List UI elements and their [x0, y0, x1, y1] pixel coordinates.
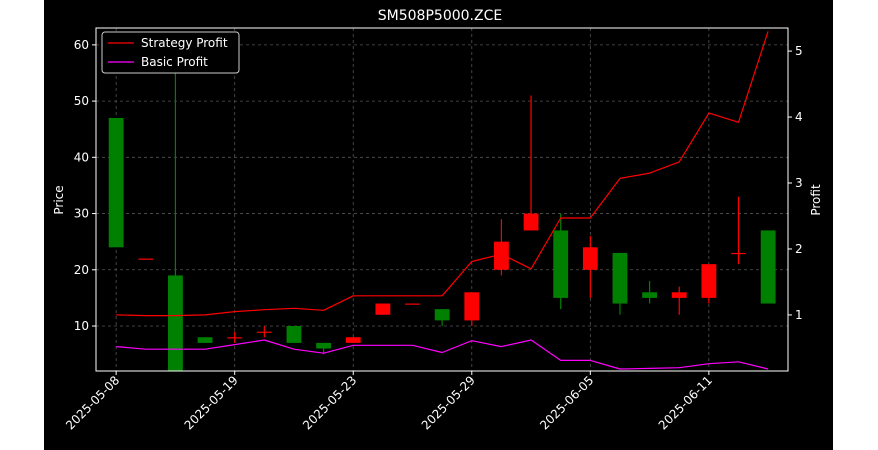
- candle-body: [197, 337, 213, 343]
- candle-body: [316, 342, 332, 349]
- candle-body: [731, 252, 746, 255]
- y2-tick-label: 5: [795, 44, 803, 58]
- y-axis-label: Price: [52, 185, 66, 214]
- candle-body: [405, 303, 420, 305]
- legend-box: [101, 31, 240, 74]
- candle-body: [464, 292, 480, 321]
- y2-axis-label: Profit: [809, 184, 823, 216]
- legend-label-strategy: Strategy Profit: [141, 36, 228, 50]
- y2-tick-label: 1: [795, 308, 803, 322]
- candle-body: [612, 252, 628, 304]
- x-tick-label: 2025-05-23: [300, 373, 359, 432]
- plot-frame: [95, 27, 789, 372]
- left-axis-ticks: 10 20 30 40 50 60: [74, 38, 96, 333]
- x-tick-label: 2025-05-08: [63, 373, 122, 432]
- x-axis-ticks: 2025-05-08 2025-05-19 2025-05-23 2025-05-29…: [63, 371, 715, 432]
- x-tick-label: 2025-05-29: [419, 373, 478, 432]
- candle-body: [227, 337, 243, 339]
- candles: [108, 33, 776, 371]
- y-tick-label: 40: [74, 150, 89, 164]
- profit-lines: [116, 31, 769, 370]
- candle-body: [582, 247, 598, 270]
- candle-body: [434, 309, 450, 321]
- candle-body: [701, 264, 717, 298]
- candle-body: [168, 275, 183, 371]
- y-tick-label: 50: [74, 94, 89, 108]
- candle-body: [494, 241, 509, 270]
- legend-label-basic: Basic Profit: [141, 55, 208, 69]
- legend: Strategy Profit Basic Profit: [101, 31, 240, 74]
- candle-body: [256, 331, 272, 333]
- x-tick-label: 2025-05-19: [182, 373, 241, 432]
- right-axis-ticks: 1 2 3 4 5: [788, 44, 803, 322]
- y-tick-label: 60: [74, 38, 89, 52]
- candle-body: [345, 337, 361, 343]
- y-tick-label: 20: [74, 263, 89, 277]
- y2-tick-label: 3: [795, 176, 803, 190]
- y-tick-label: 10: [74, 319, 89, 333]
- y-tick-label: 30: [74, 207, 89, 221]
- candle-body: [523, 213, 539, 231]
- candle-body: [760, 230, 776, 304]
- candle-body: [375, 303, 391, 315]
- candle-body: [138, 258, 154, 260]
- candle-body: [671, 292, 687, 298]
- candle-body: [286, 326, 302, 343]
- y2-tick-label: 2: [795, 242, 803, 256]
- candle-body: [553, 230, 569, 298]
- candle-body: [108, 117, 124, 248]
- basic-profit-line: [116, 339, 769, 370]
- x-tick-label: 2025-06-11: [656, 373, 715, 432]
- x-tick-label: 2025-06-05: [537, 373, 596, 432]
- candle-body: [642, 292, 658, 298]
- chart-title: SM508P5000.ZCE: [378, 8, 502, 24]
- y2-tick-label: 4: [795, 110, 803, 124]
- strategy-profit-line: [116, 31, 769, 317]
